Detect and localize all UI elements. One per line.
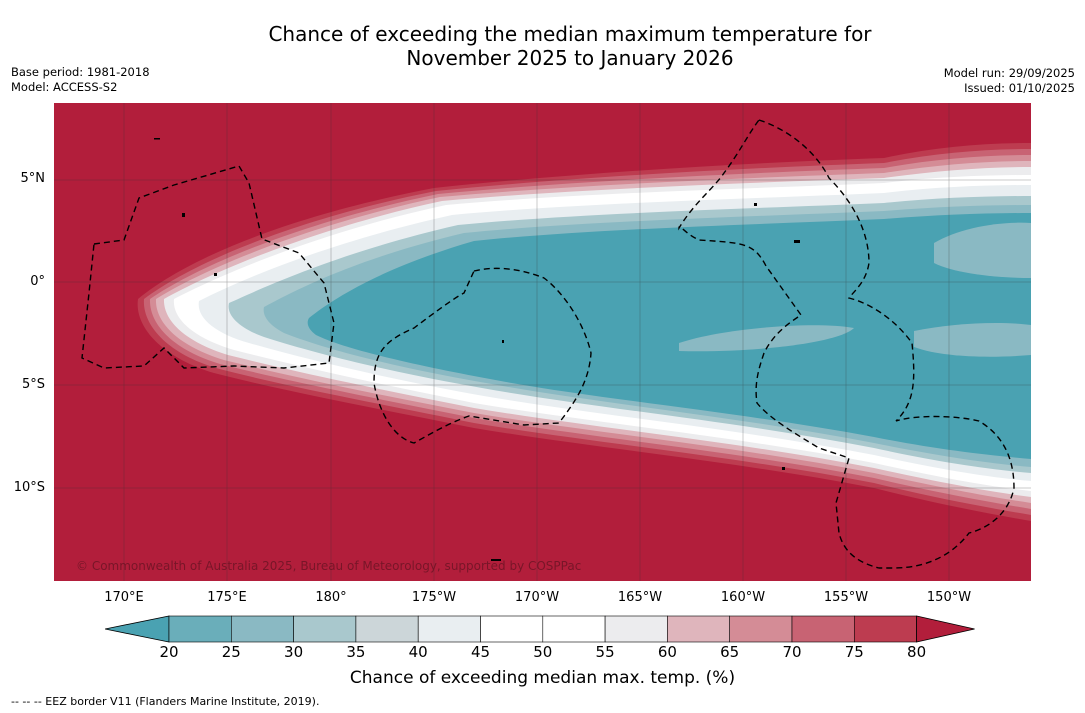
colorbar-title: Chance of exceeding median max. temp. (%… <box>349 668 736 688</box>
colorbar-tick-label: 65 <box>720 643 740 661</box>
eez-line-islands <box>678 119 1015 569</box>
meta-left: Base period: 1981-2018 Model: ACCESS-S2 <box>11 65 150 95</box>
colorbar-tick-label: 25 <box>221 643 241 661</box>
lon-label-165w: 165°W <box>617 590 663 605</box>
model-run-text: Model run: 29/09/2025 <box>943 66 1075 80</box>
colorbar-under-triangle <box>105 615 170 643</box>
colorbar-cell <box>293 615 357 643</box>
eez-footnote: -- -- -- EEZ border V11 (Flanders Marine… <box>11 695 320 708</box>
patch-east <box>679 325 854 352</box>
colorbar-tick-label: 35 <box>346 643 366 661</box>
colorbar-tick-label: 50 <box>533 643 553 661</box>
patch-east-2 <box>914 323 1031 357</box>
colorbar-cell <box>231 615 294 643</box>
colorbar-cell <box>168 615 232 643</box>
lon-label-155w: 155°W <box>823 590 869 605</box>
title-line-2: November 2025 to January 2026 <box>406 46 734 70</box>
lat-label-5s: 5°S <box>21 377 45 392</box>
colorbar-tick-label: 80 <box>907 643 927 661</box>
lon-label-160w: 160°W <box>720 590 766 605</box>
meta-right: Model run: 29/09/2025 Issued: 01/10/2025 <box>944 66 1075 96</box>
forecast-map: © Commonwealth of Australia 2025, Bureau… <box>54 103 1031 581</box>
colorbar-tick-label: 60 <box>657 643 677 661</box>
lon-label-175e: 175°E <box>207 590 247 605</box>
map-canvas: © Commonwealth of Australia 2025, Bureau… <box>54 103 1031 581</box>
chart-title: Chance of exceeding the median maximum t… <box>0 22 1085 70</box>
lat-label-10s: 10°S <box>13 480 45 495</box>
title-line-1: Chance of exceeding the median maximum t… <box>268 22 872 46</box>
colorbar-cell <box>667 615 731 643</box>
colorbar-cell <box>480 615 544 643</box>
base-period-text: Base period: 1981-2018 <box>11 65 150 79</box>
model-text: Model: ACCESS-S2 <box>11 80 118 94</box>
colorbar-over-triangle <box>916 615 975 643</box>
lon-label-170w: 170°W <box>514 590 560 605</box>
eez-kiribati-gilbert <box>81 165 335 369</box>
colorbar-cells <box>105 615 975 643</box>
lon-label-170e: 170°E <box>104 590 144 605</box>
islands <box>154 138 800 561</box>
colorbar-tick-label: 20 <box>159 643 179 661</box>
colorbar-tick-label: 40 <box>408 643 428 661</box>
colorbar-cell <box>791 615 855 643</box>
lat-label-0: 0° <box>30 274 45 289</box>
eez-tokelau-phoenix <box>373 267 592 444</box>
colorbar-tick-label: 45 <box>470 643 491 661</box>
patch-northeast <box>934 222 1031 278</box>
lon-label-150w: 150°W <box>926 590 972 605</box>
band-20 <box>307 213 1031 459</box>
colorbar-cell <box>729 615 793 643</box>
lon-label-175w: 175°W <box>411 590 457 605</box>
lat-label-5n: 5°N <box>20 171 46 186</box>
copyright-text: © Commonwealth of Australia 2025, Bureau… <box>76 559 581 573</box>
colorbar-tick-label: 55 <box>595 643 615 661</box>
issued-text: Issued: 01/10/2025 <box>964 81 1075 95</box>
colorbar-tick-label: 70 <box>782 643 802 661</box>
colorbar-cell <box>853 615 917 643</box>
colorbar-cell <box>604 615 668 643</box>
colorbar-cell <box>542 615 606 643</box>
eez-borders <box>81 119 1015 569</box>
colorbar-cell <box>417 615 481 643</box>
colorbar <box>105 615 975 643</box>
colorbar-tick-label: 75 <box>844 643 864 661</box>
colorbar-tick-label: 30 <box>284 643 304 661</box>
lon-label-180: 180° <box>315 590 347 605</box>
colorbar-cell <box>355 615 419 643</box>
graticule <box>54 103 1031 581</box>
